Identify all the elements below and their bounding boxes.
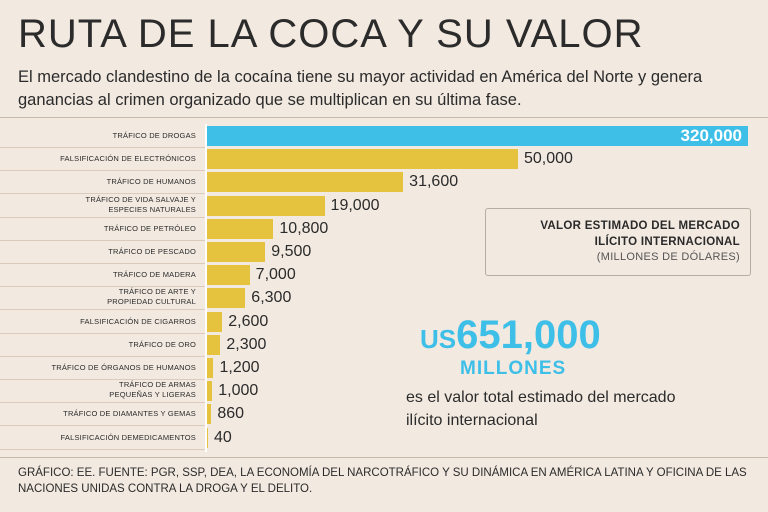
gridline	[0, 309, 206, 311]
category-label: TRÁFICO DE PETRÓLEO	[103, 223, 196, 233]
category-label: FALSIFICACIÓN DE ELECTRÓNICOS	[60, 154, 196, 164]
value-label: 7,000	[255, 266, 296, 284]
total-unit: MILLONES	[460, 358, 567, 379]
gridline	[0, 147, 206, 148]
gridline	[0, 193, 206, 195]
legend-box: VALOR ESTIMADO DEL MERCADO ILÍCITO INTER…	[485, 208, 751, 276]
bottom-divider	[0, 457, 768, 458]
chart-subtitle: El mercado clandestino de la cocaína tie…	[18, 68, 703, 109]
value-label: 1,000	[218, 382, 259, 400]
value-label: 50,000	[524, 150, 573, 168]
gridline	[0, 170, 206, 172]
bar	[206, 172, 404, 193]
category-label: FALSIFICACIÓN DEMEDICAMENTOS	[60, 432, 196, 442]
total-value: 651,000	[456, 313, 601, 357]
bar	[206, 126, 748, 146]
legend-title-line1: VALOR ESTIMADO DEL MERCADO	[540, 220, 740, 232]
category-label: TRÁFICO DE VIDA SALVAJE Y ESPECIES NATUR…	[85, 194, 196, 214]
gridline	[0, 239, 206, 241]
gridline	[0, 355, 206, 357]
value-label: 6,300	[251, 289, 292, 307]
gridline	[0, 332, 206, 334]
gridline	[0, 379, 206, 380]
category-label: TRÁFICO DE MADERA	[113, 270, 196, 280]
chart-axis-line	[205, 124, 207, 452]
bar	[206, 404, 212, 425]
category-label: TRÁFICO DE ARTE Y PROPIEDAD CULTURAL	[107, 287, 196, 307]
bar	[206, 288, 246, 309]
gridline	[0, 425, 206, 427]
value-label: 860	[217, 405, 245, 423]
value-label: 31,600	[409, 173, 459, 191]
bar	[206, 265, 250, 286]
value-label: 40	[214, 428, 232, 446]
value-label: 19,000	[330, 196, 380, 214]
value-label: 1,200	[219, 359, 260, 376]
value-label: 320,000	[680, 126, 742, 145]
chart-title: RUTA DE LA COCA Y SU VALOR	[18, 12, 644, 56]
value-label: 2,600	[228, 312, 269, 330]
legend-title-line2: ILÍCITO INTERNACIONAL	[594, 236, 740, 248]
value-label: 2,300	[226, 335, 267, 353]
bar	[206, 218, 274, 239]
legend-units: (MILLONES DE DÓLARES)	[596, 251, 740, 263]
value-label: 10,800	[279, 219, 329, 237]
category-label: TRÁFICO DE DIAMANTES Y GEMAS	[63, 409, 196, 419]
gridline	[0, 286, 206, 288]
total-currency: US	[420, 324, 457, 354]
source-note: GRÁFICO: EE. FUENTE: PGR, SSP, DEA, LA E…	[18, 467, 747, 495]
gridline	[0, 263, 206, 264]
gridline	[0, 402, 206, 404]
value-label: 9,500	[271, 243, 312, 260]
gridline	[0, 216, 206, 218]
category-label: TRÁFICO DE ORO	[128, 339, 196, 349]
bar	[206, 381, 213, 402]
bar	[206, 311, 223, 332]
bar	[206, 242, 266, 262]
gridline	[0, 448, 206, 450]
category-label: TRÁFICO DE ARMAS PEQUEÑAS Y LIGERAS	[109, 380, 196, 400]
category-label: FALSIFICACIÓN DE CIGARROS	[80, 316, 196, 326]
category-label: TRÁFICO DE HUMANOS	[106, 177, 196, 187]
bar	[206, 149, 518, 170]
bar	[206, 334, 221, 355]
top-divider	[0, 117, 768, 118]
bar	[206, 195, 325, 216]
category-label: TRÁFICO DE DROGAS	[112, 131, 196, 140]
bar	[206, 358, 214, 378]
category-label: TRÁFICO DE ÓRGANOS DE HUMANOS	[51, 363, 196, 372]
total-description: es el valor total estimado del mercado i…	[406, 389, 676, 429]
category-label: TRÁFICO DE PESCADO	[108, 247, 196, 256]
legend-title: VALOR ESTIMADO DEL MERCADO ILÍCITO INTER…	[490, 218, 740, 250]
total-amount: US651,000	[420, 313, 601, 361]
bar	[206, 427, 208, 448]
